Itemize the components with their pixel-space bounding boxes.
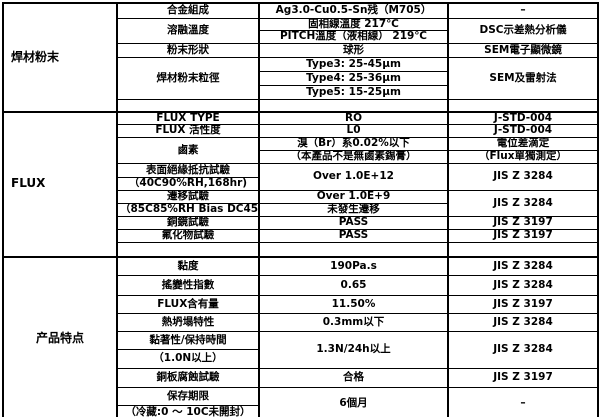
value-cell: 溴（Br）系0.02%以下 [258,137,449,152]
value-cell: RO [258,110,449,126]
property-cell: FLUX TYPE [116,110,260,126]
method-cell: SEM及雷射法 [447,57,599,100]
method-cell: – [447,2,599,19]
property-cell: （85C85%RH Bias DC45V, [116,203,260,218]
empty-cell [447,242,599,258]
method-cell: DSC示差熱分析儀 [447,17,599,44]
method-cell: （Flux單獨測定） [447,150,599,165]
section-label-product-features: 产品特点 [2,255,118,417]
empty-cell [258,99,449,112]
property-cell: 保存期限 [116,387,260,407]
property-cell: 溶融溫度 [116,17,260,44]
value-cell: 合格 [258,368,449,389]
property-cell: 粉末形狀 [116,43,260,58]
value-cell: （本產品不是無鹵素錫膏） [258,150,449,165]
empty-cell [447,99,599,112]
property-cell: 銅板腐蝕試驗 [116,368,260,389]
section-label-flux: FLUX [2,110,118,258]
method-cell: JIS Z 3284 [447,331,599,370]
value-cell: 11.50% [258,295,449,315]
method-cell: SEM電子顯微鏡 [447,43,599,58]
section-label-solder-powder: 焊材粉末 [2,2,118,112]
empty-cell [116,242,260,258]
method-cell: JIS Z 3284 [447,163,599,192]
method-cell: – [447,387,599,417]
value-cell: 0.65 [258,275,449,297]
empty-cell [116,99,260,112]
value-cell: 未發生遷移 [258,203,449,218]
property-cell: （冷藏:0 ～ 10C未開封） [116,405,260,417]
method-cell: JIS Z 3284 [447,313,599,333]
property-cell: 黏度 [116,255,260,277]
property-cell: FLUX含有量 [116,295,260,315]
value-cell: PASS [258,229,449,244]
property-cell: 黏著性/保持時間 [116,331,260,351]
method-cell: 電位差滴定 [447,137,599,152]
property-cell: 氟化物試驗 [116,229,260,244]
property-cell: 合金組成 [116,2,260,19]
value-cell: L0 [258,124,449,139]
value-cell: 190Pa.s [258,255,449,277]
property-cell: 焊材粉末粒徑 [116,57,260,100]
value-cell: 球形 [258,43,449,58]
value-cell: Ag3.0-Cu0.5-Sn残（M705） [258,2,449,19]
property-cell: FLUX 活性度 [116,124,260,139]
method-cell: JIS Z 3284 [447,275,599,297]
property-cell: （40C90%RH,168hr) [116,177,260,192]
value-cell: PITCH溫度（液相線） 219℃ [258,30,449,44]
property-cell: 遷移試驗 [116,190,260,205]
value-cell: 1.3N/24h以上 [258,331,449,370]
method-cell: JIS Z 3284 [447,255,599,277]
method-cell: JIS Z 3197 [447,295,599,315]
method-cell: JIS Z 3197 [447,368,599,389]
value-cell: Type4: 25-36μm [258,71,449,86]
property-cell: 鹵素 [116,137,260,165]
property-cell: 銅鏡試驗 [116,216,260,231]
property-cell: 熱坍塌特性 [116,313,260,333]
value-cell: Over 1.0E+12 [258,163,449,192]
property-cell: （1.0N以上） [116,349,260,370]
value-cell: Over 1.0E+9 [258,190,449,205]
value-cell: Type5: 15-25μm [258,85,449,100]
value-cell: 0.3mm以下 [258,313,449,333]
value-cell: 固相線溫度 217℃ [258,17,449,32]
value-cell: PASS [258,216,449,231]
property-cell: 搖變性指數 [116,275,260,297]
value-cell: 6個月 [258,387,449,417]
method-cell: J-STD-004 [447,124,599,139]
method-cell: JIS Z 3197 [447,229,599,244]
method-cell: J-STD-004 [447,110,599,126]
value-cell: Type3: 25-45μm [258,57,449,72]
method-cell: JIS Z 3197 [447,216,599,231]
property-cell: 表面絕緣抵抗試驗 [116,163,260,179]
empty-cell [258,242,449,258]
method-cell: JIS Z 3284 [447,190,599,218]
